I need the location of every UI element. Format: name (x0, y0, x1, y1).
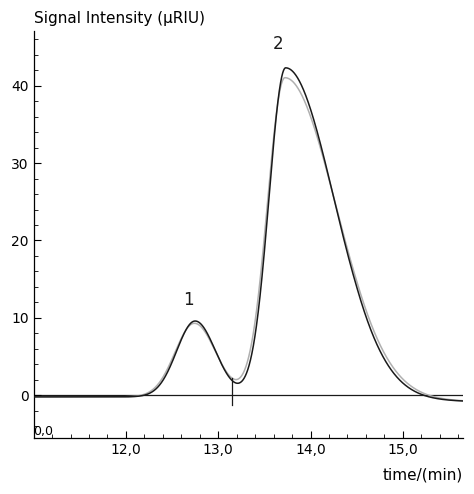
X-axis label: time/(min): time/(min) (383, 468, 463, 483)
Text: 0,0: 0,0 (34, 425, 54, 438)
Text: 2: 2 (273, 35, 283, 53)
Text: 1: 1 (183, 290, 194, 309)
Text: Signal Intensity (μRIU): Signal Intensity (μRIU) (34, 11, 205, 26)
